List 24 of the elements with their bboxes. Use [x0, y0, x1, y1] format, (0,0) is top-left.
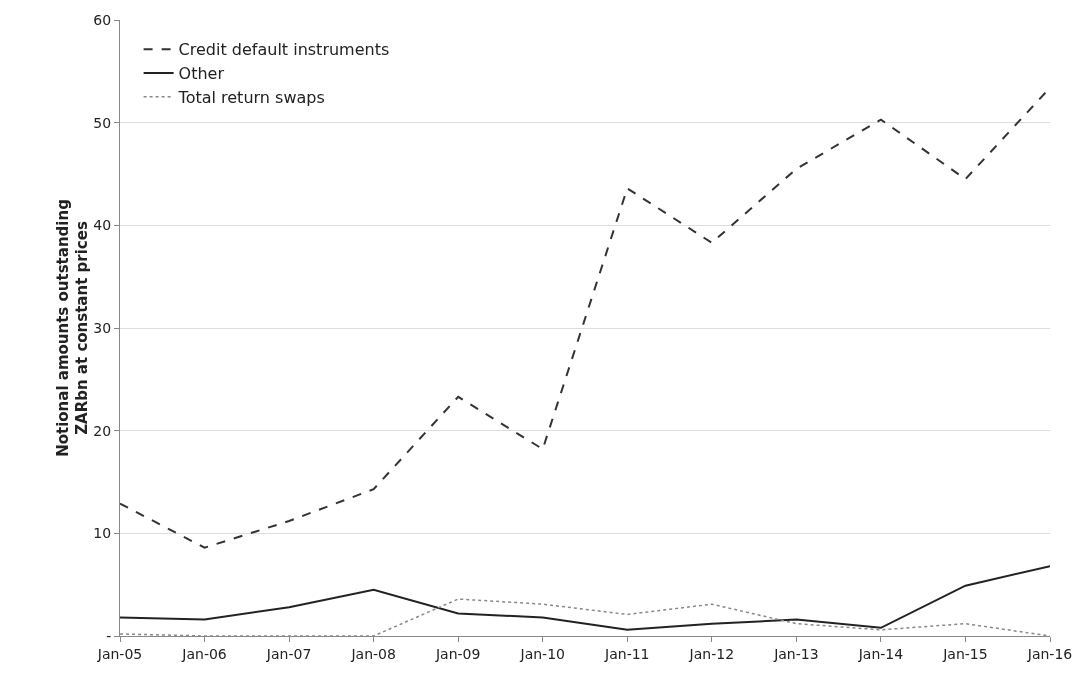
x-tick-label: Jan-07 — [265, 645, 312, 662]
x-tick-label: Jan-06 — [181, 645, 227, 662]
y-tick-label: - — [106, 627, 112, 644]
y-tick-label: 20 — [93, 422, 112, 439]
y-tick-label: 50 — [93, 114, 112, 131]
x-tick-label: Jan-13 — [773, 645, 819, 662]
y-tick-label: 30 — [93, 319, 112, 336]
y-tick-label: 40 — [93, 217, 112, 234]
x-tick-label: Jan-14 — [857, 645, 904, 662]
x-tick-label: Jan-10 — [519, 645, 565, 662]
legend-label: Credit default instruments — [178, 40, 390, 60]
x-tick-label: Jan-08 — [350, 645, 396, 662]
legend-label: Other — [178, 64, 225, 84]
x-tick-label: Jan-09 — [434, 645, 481, 662]
x-tick-label: Jan-16 — [1026, 645, 1073, 662]
x-tick-label: Jan-11 — [604, 645, 650, 662]
y-tick-label: 60 — [93, 11, 112, 28]
x-tick-label: Jan-15 — [942, 645, 988, 662]
y-tick-label: 10 — [93, 525, 112, 542]
y-axis-title: Notional amounts outstanding ZARbn at constant prices — [53, 199, 92, 457]
x-tick-label: Jan-12 — [688, 645, 735, 662]
x-tick-label: Jan-05 — [96, 645, 143, 662]
legend-label: Total return swaps — [177, 88, 325, 108]
line-series — [120, 565, 1050, 631]
